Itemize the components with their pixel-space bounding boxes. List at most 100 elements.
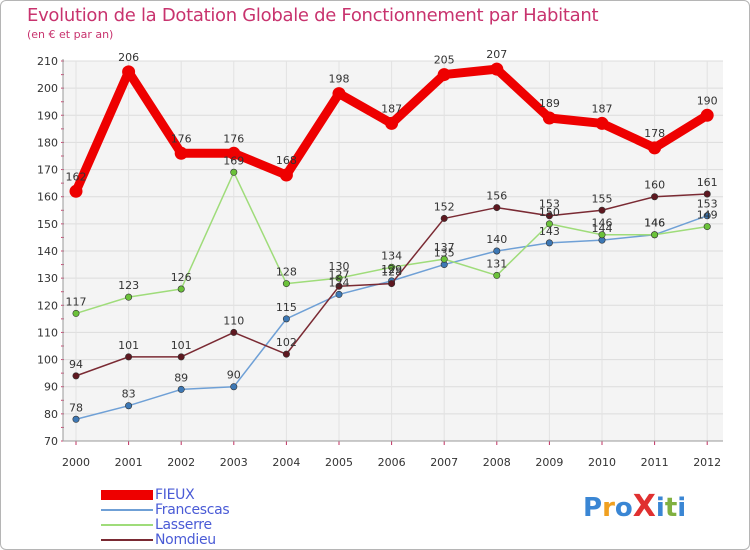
data-label-francescas: 78	[69, 401, 83, 414]
data-point-fieux	[437, 68, 451, 82]
logo-letter: i	[677, 493, 687, 523]
data-point-nomdieu	[651, 193, 659, 201]
legend-item-lasserre: Lasserre	[101, 516, 229, 533]
logo-letter: t	[664, 493, 678, 523]
x-tick-label: 2007	[430, 456, 458, 469]
logo-letter: i	[655, 493, 665, 523]
data-point-fieux	[542, 111, 556, 125]
data-label-francescas: 115	[276, 301, 297, 314]
proxiti-logo: ProXiti	[583, 489, 686, 524]
x-tick-label: 2012	[693, 456, 721, 469]
legend-label-lasserre: Lasserre	[155, 516, 212, 533]
data-label-fieux: 176	[171, 132, 192, 145]
data-label-francescas: 146	[644, 217, 665, 230]
data-label-francescas: 83	[122, 388, 136, 401]
chart-subtitle: (en € et par an)	[27, 28, 114, 41]
data-label-lasserre: 131	[486, 257, 507, 270]
data-label-nomdieu: 102	[276, 336, 297, 349]
data-point-francescas	[335, 290, 343, 298]
y-tick-label: 140	[37, 245, 58, 258]
data-point-lasserre	[440, 255, 448, 263]
chart-title: Evolution de la Dotation Globale de Fonc…	[27, 5, 599, 26]
data-point-fieux	[490, 62, 504, 76]
x-tick-label: 2006	[378, 456, 406, 469]
data-point-lasserre	[545, 220, 553, 228]
data-label-fieux: 207	[486, 48, 507, 61]
data-label-fieux: 205	[434, 54, 455, 67]
data-point-lasserre	[282, 280, 290, 288]
data-label-fieux: 187	[381, 102, 402, 115]
data-point-nomdieu	[177, 353, 185, 361]
data-label-francescas: 124	[329, 276, 350, 289]
data-point-fieux	[595, 116, 609, 130]
data-label-francescas: 140	[486, 233, 507, 246]
logo-letter: r	[602, 493, 615, 523]
logo-letter: P	[583, 493, 603, 523]
data-label-nomdieu: 127	[329, 268, 350, 281]
data-label-lasserre: 146	[592, 217, 613, 230]
data-label-fieux: 162	[66, 170, 87, 183]
data-label-layer: 162 206 176 176 168 198 187 205 207 189 187 178 190 7…	[66, 48, 718, 414]
data-point-lasserre	[388, 263, 396, 271]
data-label-fieux: 189	[539, 97, 560, 110]
x-tick-label: 2000	[62, 456, 90, 469]
legend-swatch-nomdieu	[101, 538, 153, 541]
data-point-lasserre	[177, 285, 185, 293]
data-label-lasserre: 149	[697, 209, 718, 222]
data-point-fieux	[332, 87, 346, 101]
legend-swatch-lasserre	[101, 523, 153, 526]
data-point-nomdieu	[493, 204, 501, 212]
legend: FIEUX Francescas Lasserre Nomdieu	[101, 486, 230, 548]
data-label-fieux: 176	[223, 132, 244, 145]
data-point-nomdieu	[388, 280, 396, 288]
data-point-francescas	[545, 239, 553, 247]
data-label-lasserre: 117	[66, 295, 87, 308]
data-point-nomdieu	[230, 328, 238, 336]
data-point-nomdieu	[282, 350, 290, 358]
data-label-lasserre: 146	[644, 217, 665, 230]
logo-letter: X	[632, 489, 656, 524]
data-point-francescas	[177, 385, 185, 393]
data-point-fieux	[122, 65, 136, 79]
legend-item-fieux: FIEUX	[101, 486, 229, 503]
y-tick-label: 190	[37, 109, 58, 122]
x-tick-label: 2003	[220, 456, 248, 469]
data-point-fieux	[385, 116, 399, 130]
x-tick-label: 2009	[535, 456, 563, 469]
data-label-fieux: 198	[329, 73, 350, 86]
x-tick-label: 2011	[641, 456, 669, 469]
y-tick-label: 100	[37, 354, 58, 367]
legend-label-francescas: Francescas	[155, 501, 230, 518]
data-label-francescas: 153	[697, 198, 718, 211]
data-point-nomdieu	[598, 206, 606, 214]
data-label-nomdieu: 153	[539, 198, 560, 211]
data-point-nomdieu	[72, 372, 80, 380]
data-label-francescas: 144	[592, 222, 613, 235]
data-label-nomdieu: 155	[592, 192, 613, 205]
data-label-nomdieu: 160	[644, 179, 665, 192]
data-point-nomdieu	[335, 282, 343, 290]
data-label-francescas: 129	[381, 263, 402, 276]
y-tick-label: 130	[37, 272, 58, 285]
data-point-lasserre	[230, 168, 238, 176]
data-label-francescas: 143	[539, 225, 560, 238]
data-label-lasserre: 137	[434, 241, 455, 254]
data-label-fieux: 178	[644, 127, 665, 140]
data-point-lasserre	[703, 223, 711, 231]
y-tick-label: 180	[37, 136, 58, 149]
data-point-francescas	[230, 383, 238, 391]
y-tick-label: 150	[37, 218, 58, 231]
data-label-fieux: 168	[276, 154, 297, 167]
data-label-francescas: 135	[434, 247, 455, 260]
data-label-lasserre: 134	[381, 249, 402, 262]
legend-item-francescas: Francescas	[101, 501, 230, 518]
x-tick-label: 2004	[272, 456, 300, 469]
data-point-nomdieu	[440, 214, 448, 222]
series-layer	[69, 62, 714, 423]
data-label-lasserre: 128	[276, 266, 297, 279]
data-point-nomdieu	[703, 190, 711, 198]
logo-letter: o	[614, 493, 633, 523]
legend-label-fieux: FIEUX	[155, 486, 195, 503]
data-label-nomdieu: 94	[69, 358, 83, 371]
